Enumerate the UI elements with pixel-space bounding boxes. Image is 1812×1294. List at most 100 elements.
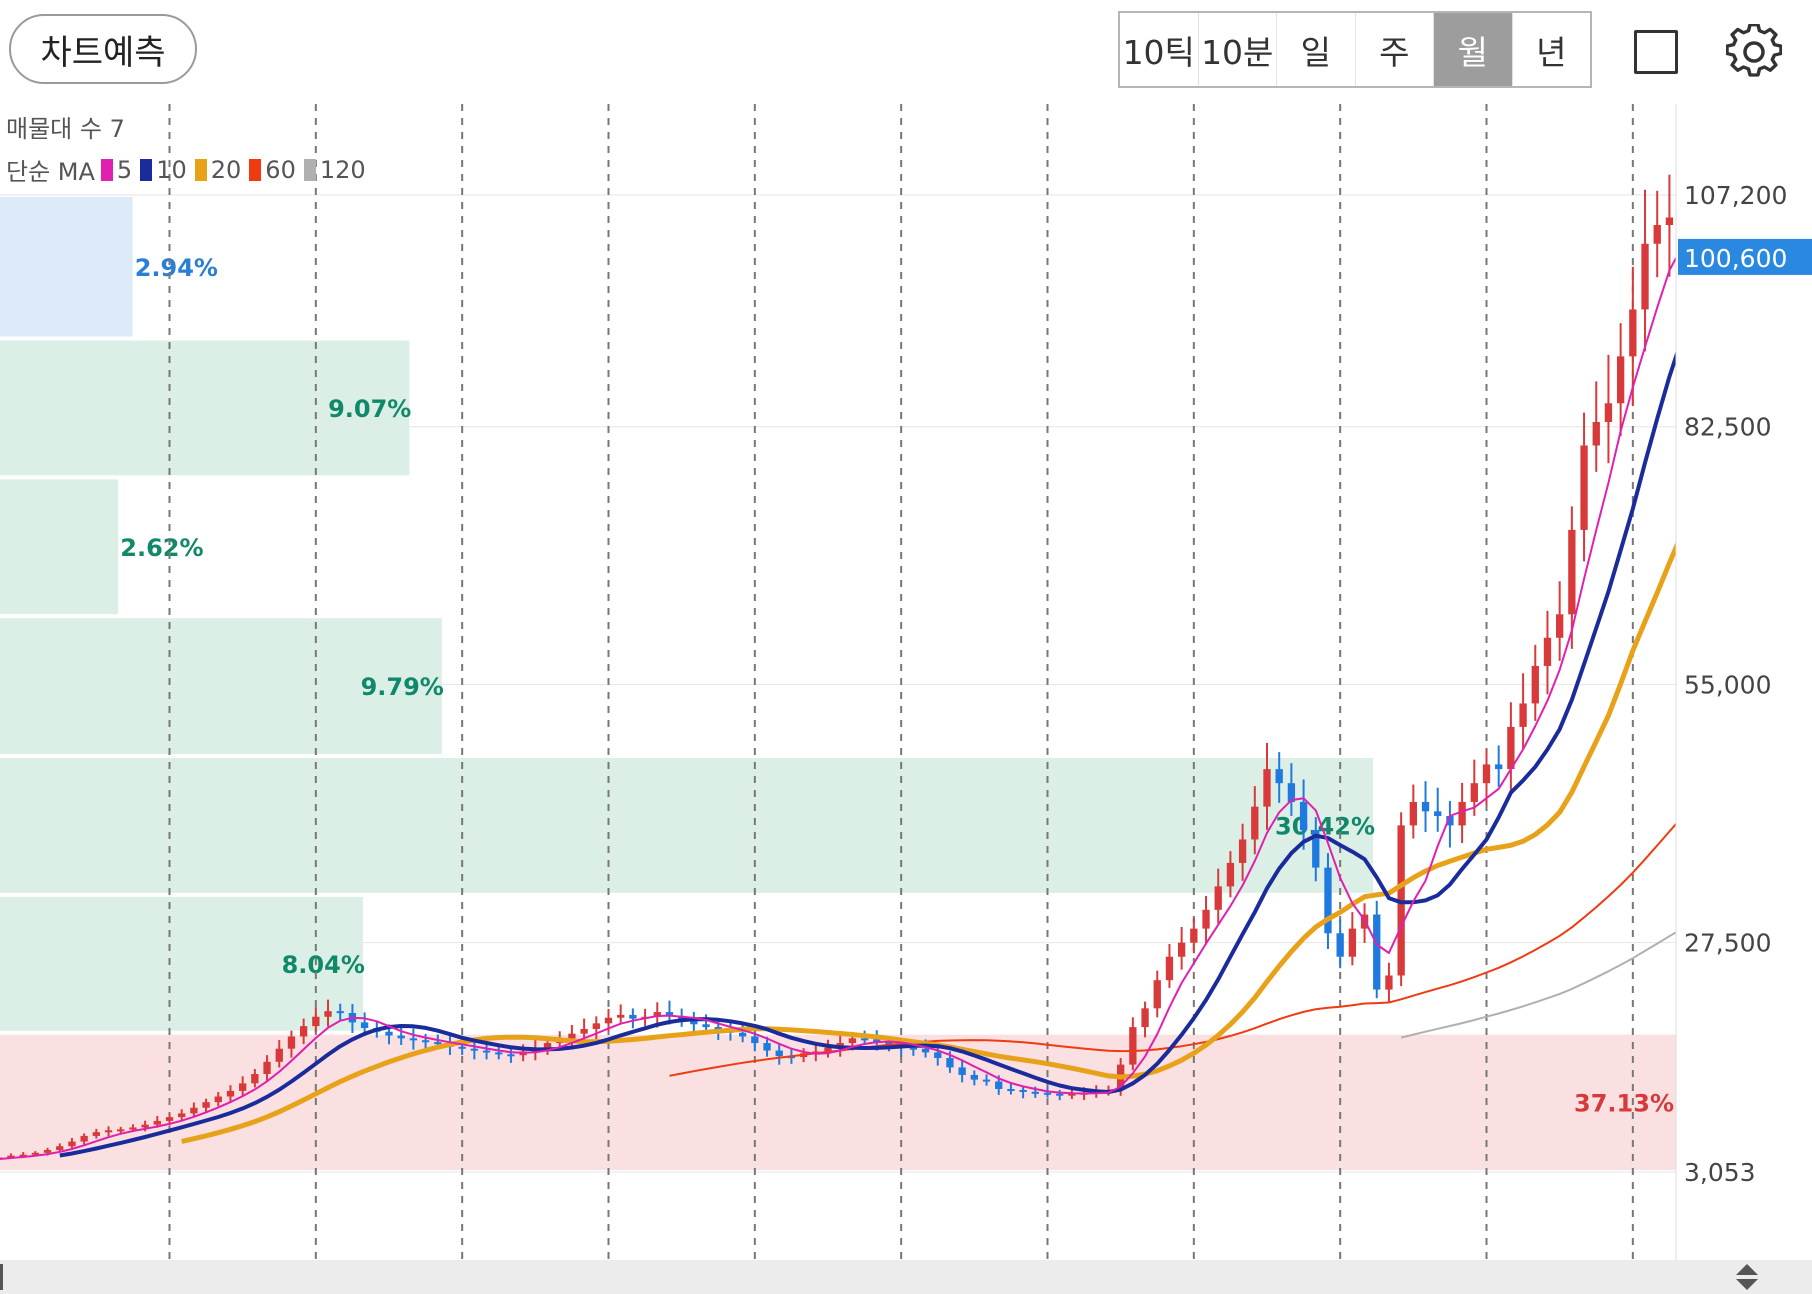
candle-body	[409, 1038, 418, 1041]
ma-period-label: 5	[116, 155, 133, 184]
ma-color-swatch	[249, 158, 262, 181]
candle-body	[312, 1016, 320, 1027]
candle-body	[1629, 309, 1637, 357]
candle-body	[214, 1096, 222, 1103]
candle-body	[543, 1043, 552, 1048]
candle-body	[1238, 839, 1247, 863]
candle-body	[1653, 225, 1661, 244]
volume-profile-bar	[0, 896, 363, 1031]
period-tab[interactable]: 10분	[1199, 13, 1277, 86]
y-tick-label: 3,053	[1684, 1158, 1756, 1187]
candle-body	[1019, 1089, 1027, 1092]
candle-body	[470, 1048, 479, 1051]
volume-profile-label: 37.13%	[1574, 1089, 1674, 1117]
ma-legend-item: 60	[245, 156, 296, 184]
candle-body	[178, 1113, 186, 1118]
candle-body	[458, 1046, 466, 1049]
candle-body	[7, 1155, 15, 1158]
candle-body	[165, 1117, 174, 1121]
candle-body	[934, 1052, 942, 1059]
candle-body	[678, 1015, 686, 1021]
candle-body	[665, 1012, 674, 1016]
y-axis-background	[1676, 104, 1812, 1260]
candle-body	[1616, 356, 1625, 404]
ma-color-swatch	[194, 158, 207, 181]
volume-profile-legend: 매물대 수 7	[6, 115, 125, 143]
candle-body	[1165, 956, 1174, 981]
candle-body	[946, 1058, 954, 1068]
period-tab[interactable]: 년	[1536, 32, 1567, 72]
candle-body	[1373, 914, 1381, 990]
volume-profile-label: 8.04%	[282, 951, 365, 979]
candle-body	[117, 1129, 125, 1132]
ma-period-label: 10	[156, 155, 187, 184]
candle-body	[68, 1141, 76, 1147]
candle-body	[226, 1090, 235, 1097]
candle-body	[1202, 909, 1210, 929]
y-tick-label: 27,500	[1684, 929, 1771, 958]
candle-body	[1385, 975, 1393, 990]
moving-average-line	[1400, 921, 1695, 1039]
candle-body	[824, 1047, 832, 1052]
volume-profile-label: 9.79%	[361, 673, 444, 701]
candle-body	[92, 1132, 100, 1136]
moving-average-line	[59, 311, 1696, 1158]
volume-profile-label: 9.07%	[328, 395, 411, 423]
candle-body	[1665, 217, 1674, 226]
candle-body	[385, 1031, 393, 1036]
candle-body	[921, 1048, 930, 1053]
candle-body	[1007, 1089, 1015, 1092]
square-icon[interactable]	[1634, 30, 1678, 74]
candle-body	[568, 1033, 576, 1039]
candle-body	[324, 1011, 332, 1017]
candle-body	[775, 1050, 783, 1057]
candle-body	[1507, 726, 1515, 770]
candle-body	[275, 1048, 283, 1062]
candle-body	[360, 1022, 369, 1029]
chart-predict-button[interactable]: 차트예측	[9, 14, 197, 84]
ma-legend-label: 단순 MA	[6, 158, 95, 186]
candle-body	[129, 1127, 137, 1130]
candle-body	[80, 1135, 88, 1142]
ma-period-label: 20	[210, 155, 242, 184]
top-toolbar: 차트예측 10틱 10분 일 주 월 년	[0, 0, 1812, 104]
candle-body	[1275, 769, 1283, 784]
volume-profile-bar	[0, 1034, 1676, 1170]
candle-body	[1287, 783, 1296, 802]
candle-body	[1531, 665, 1539, 704]
arrow-down-icon	[1736, 1279, 1758, 1290]
candle-body	[970, 1074, 978, 1080]
gear-icon[interactable]	[1726, 24, 1782, 80]
candle-body	[251, 1073, 259, 1084]
candle-body	[31, 1152, 40, 1155]
candle-body	[1190, 928, 1198, 943]
period-tab[interactable]: 10틱	[1120, 13, 1199, 86]
period-selector: 10틱 10분 일 주 월 년	[1118, 11, 1592, 88]
candle-body	[958, 1067, 966, 1075]
period-tab[interactable]: 주	[1356, 13, 1434, 86]
moving-average-legend: 단순 MA 5 10 20 60 120	[6, 152, 370, 187]
candle-body	[190, 1107, 198, 1114]
candle-body	[1421, 801, 1430, 812]
candle-body	[1434, 811, 1442, 817]
candle-body	[885, 1042, 893, 1045]
scroll-edge-marker	[0, 1264, 3, 1290]
candle-body	[1482, 764, 1491, 784]
candle-body	[482, 1050, 491, 1053]
candle-body	[1312, 830, 1320, 868]
price-chart[interactable]: 37.13%8.04%30.42%9.79%2.62%9.07%2.94%3,0…	[0, 104, 1812, 1294]
candle-body	[1336, 933, 1344, 957]
candle-body	[1592, 422, 1600, 446]
period-tab[interactable]: 일	[1277, 13, 1356, 86]
volume-profile-bar	[0, 618, 442, 754]
y-tick-label: 82,500	[1684, 413, 1771, 442]
candle-body	[507, 1054, 515, 1057]
current-price-badge	[1678, 238, 1812, 275]
volume-profile-label: 2.94%	[135, 254, 218, 282]
zoom-scroll-handle[interactable]	[1733, 1262, 1761, 1294]
volume-profile-bar	[0, 197, 133, 337]
period-tab[interactable]: 월	[1434, 13, 1513, 86]
arrow-up-icon	[1736, 1264, 1758, 1275]
candle-body	[860, 1038, 869, 1041]
current-price-label: 100,600	[1684, 244, 1787, 273]
